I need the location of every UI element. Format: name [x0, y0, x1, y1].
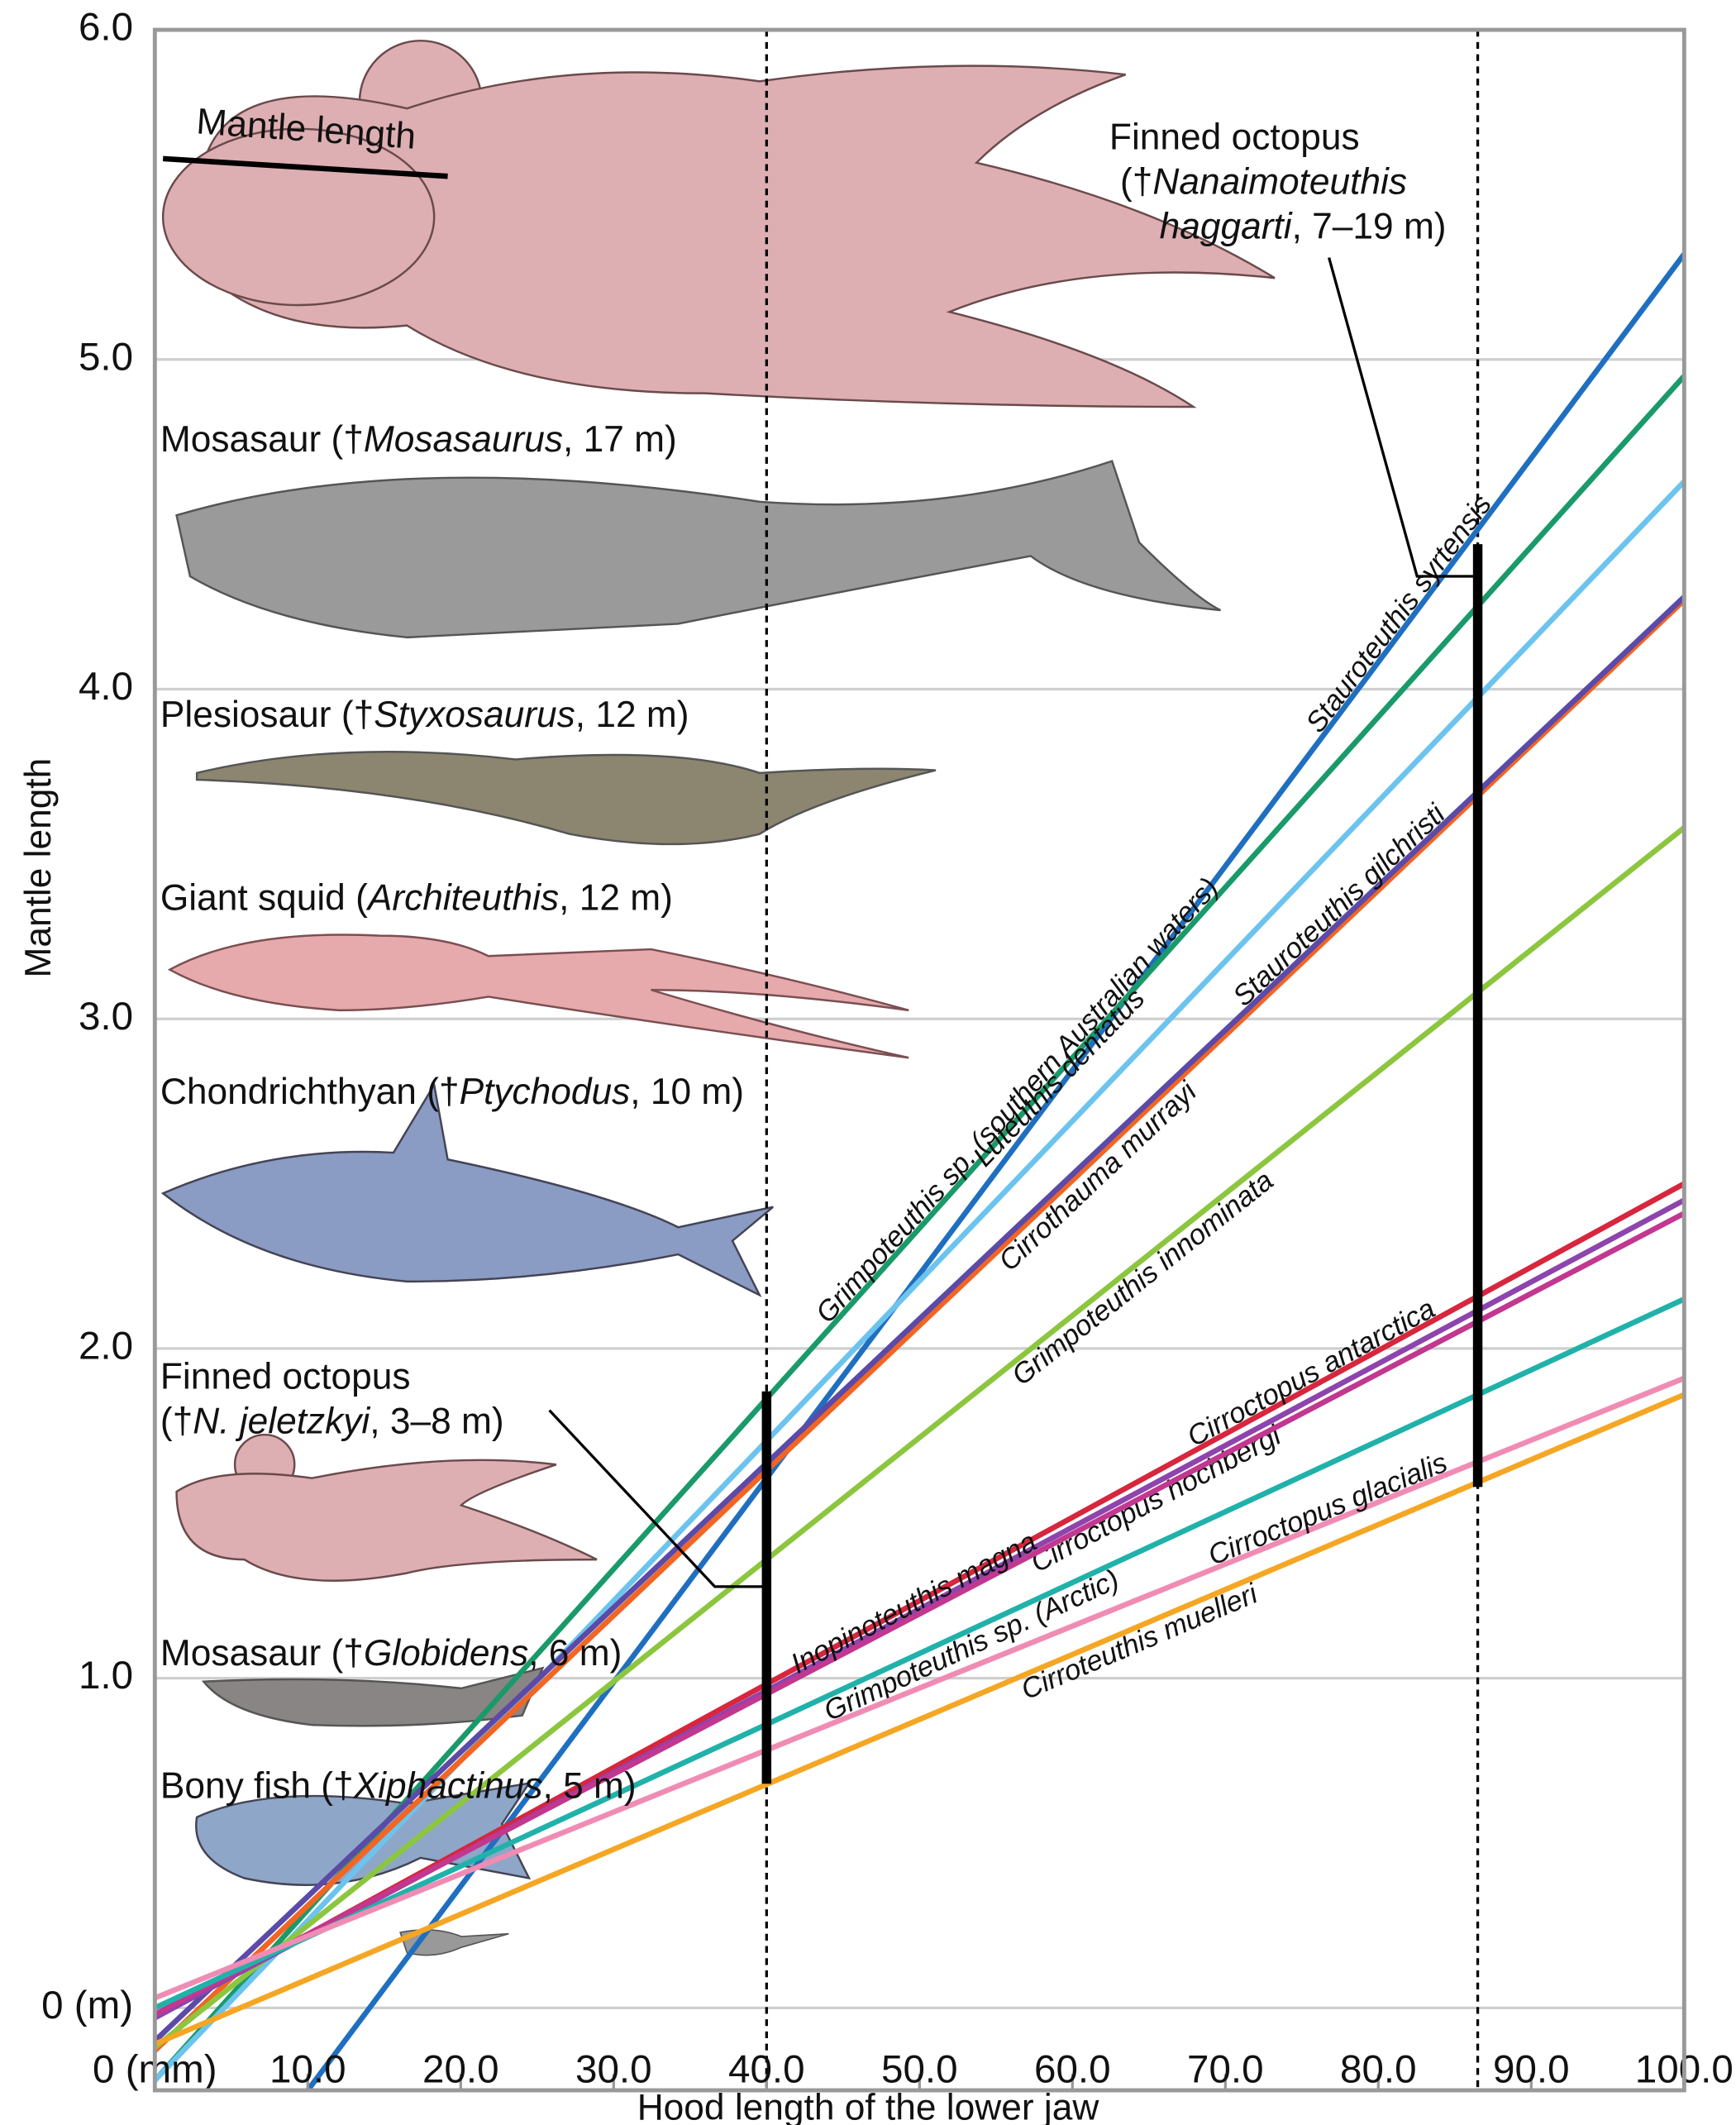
big-octopus [161, 39, 1276, 408]
annotation-text: († [160, 1402, 193, 1442]
annotation: Finned octopus [160, 1356, 411, 1397]
annotation-text: , 12 m) [559, 877, 673, 918]
annotation-text: Plesiosaur († [160, 695, 374, 735]
annotation-text: haggarti [1160, 207, 1293, 247]
annotation: haggarti, 7–19 m) [1160, 207, 1447, 247]
y-tick-label: 5.0 [79, 335, 133, 379]
annotation: (†N. jeletzkyi, 3–8 m) [160, 1402, 504, 1442]
plesiosaur [195, 751, 937, 846]
y-tick-label: 2.0 [79, 1324, 133, 1368]
annotation: Finned octopus [1109, 117, 1360, 157]
y-tick-label: 6.0 [79, 6, 133, 50]
x-tick-label: 30.0 [575, 2048, 652, 2092]
leader-line [548, 1409, 765, 1588]
regression-line [153, 595, 1686, 2043]
annotation-text: Finned octopus [160, 1356, 411, 1397]
x-tick-label: 90.0 [1493, 2048, 1570, 2092]
annotation-text: Nanaimoteuthis [1152, 162, 1407, 203]
y-tick-label: 4.0 [79, 665, 133, 709]
regression-line [152, 374, 1686, 2083]
x-tick-label: 60.0 [1034, 2048, 1111, 2092]
illustrations: Mantle length [160, 39, 1276, 1956]
globidens [201, 1666, 545, 1727]
x-tick-label: 80.0 [1340, 2048, 1417, 2092]
annotation-text: Giant squid ( [160, 877, 368, 918]
annotation: Bony fish (†Xiphactinus, 5 m) [160, 1766, 637, 1807]
mantle-bar [162, 155, 448, 179]
plot-frame [152, 27, 1686, 2093]
annotation: Giant squid (Architeuthis, 12 m) [160, 877, 673, 918]
x-axis-title: Hood length of the lower jaw [637, 2088, 1100, 2125]
annotation: Plesiosaur (†Styxosaurus, 12 m) [160, 695, 689, 735]
annotation-text: , 10 m) [630, 1072, 744, 1112]
regression-line [153, 598, 1686, 2053]
small-octopus [175, 1433, 598, 1582]
annotation-text: N. jeletzkyi [193, 1402, 370, 1442]
annotation: Mosasaur (†Mosasaurus, 17 m) [160, 419, 677, 460]
x-tick-label: 70.0 [1187, 2048, 1264, 2092]
annotation-text: Finned octopus [1109, 117, 1360, 157]
annotation-text: Globidens [364, 1633, 528, 1674]
annotation-text: , 5 m) [542, 1766, 636, 1807]
annotation-text: Ptychodus [460, 1072, 631, 1112]
y-axis-title: Mantle length [18, 758, 59, 978]
x-tick-label: 10.0 [269, 2048, 346, 2092]
y-tick-label: 0 (m) [41, 1984, 133, 2027]
x-tick-label: 50.0 [881, 2048, 958, 2092]
regression-line [154, 1375, 1686, 2001]
annotation-text: , 17 m) [563, 419, 677, 460]
annotation-text: Styxosaurus [374, 695, 575, 735]
regression-line [305, 252, 1686, 2092]
annotation-text: Mosasaur († [160, 419, 364, 460]
regression-line [154, 1392, 1686, 2047]
axes: 0 (m)1.02.03.04.05.06.00 (mm) 10.0 20.0 30.… [41, 6, 1734, 2093]
annotation-text: Mosasaurus [364, 419, 563, 460]
annotation: Chondrichthyan (†Ptychodus, 10 m) [160, 1072, 744, 1112]
regression-line [153, 1296, 1686, 2011]
annotation-text: († [1120, 162, 1152, 203]
regression-line [153, 1211, 1686, 2018]
mosasaur [175, 460, 1221, 639]
leader-line [1328, 257, 1476, 578]
annotation-text: Xiphactinus [353, 1766, 543, 1807]
annotation-text: , 3–8 m) [370, 1402, 503, 1442]
y-tick-label: 3.0 [79, 995, 133, 1039]
annotation: (†Nanaimoteuthis [1120, 162, 1407, 203]
annotation-text: Architeuthis [365, 877, 559, 918]
giant-squid [167, 934, 909, 1059]
annotation-text: Chondrichthyan († [160, 1072, 460, 1112]
annotation-text: Mosasaur († [160, 1633, 364, 1674]
y-tick-label: 1.0 [79, 1654, 133, 1698]
x-tick-label: 20.0 [422, 2048, 499, 2092]
regression-line [152, 480, 1686, 2083]
annotation-text: , 7–19 m) [1292, 207, 1447, 247]
annotation-text: Bony fish († [160, 1766, 354, 1807]
regression-line [153, 825, 1686, 2050]
x-tick-label: 40.0 [728, 2048, 805, 2092]
shark [160, 1082, 774, 1298]
annotation-text: , 12 m) [575, 695, 689, 735]
annotation-text: , 6 m) [528, 1633, 622, 1674]
annotation: Mosasaur (†Globidens, 6 m) [160, 1633, 622, 1674]
